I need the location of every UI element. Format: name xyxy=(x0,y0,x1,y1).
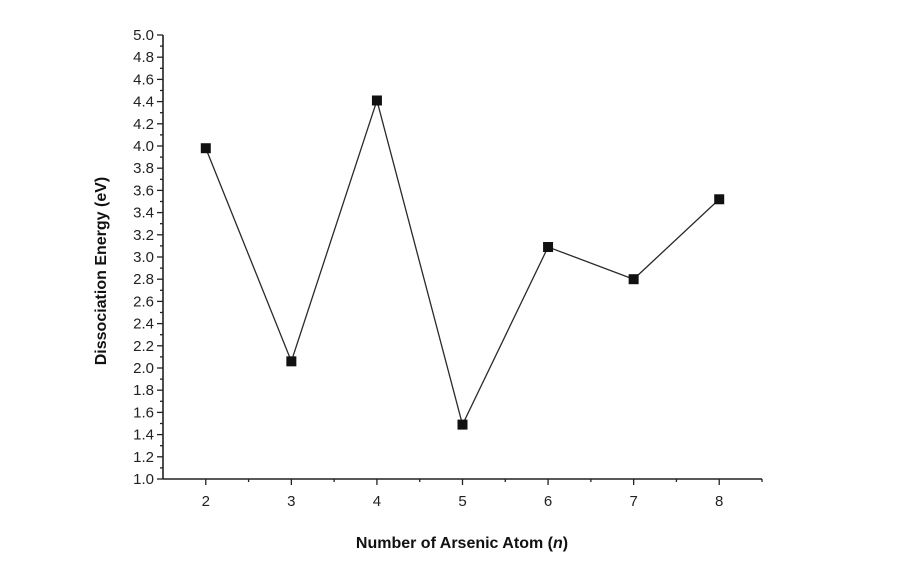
y-tick-label: 2.2 xyxy=(133,338,154,355)
data-point xyxy=(457,419,468,430)
y-tick-label: 3.6 xyxy=(133,182,154,199)
y-tick-label: 2.4 xyxy=(133,316,154,333)
y-tick-label: 5.0 xyxy=(133,27,154,44)
y-tick-label: 4.8 xyxy=(133,49,154,66)
x-tick-label: 6 xyxy=(544,493,552,510)
x-tick-label: 5 xyxy=(458,493,466,510)
x-tick-label: 4 xyxy=(373,493,381,510)
plot-area: 1.0 1.2 1.4 1.6 1.8 2.0 2.2 2.4 2.6 2.8 3.0 3.2 3.4 3… xyxy=(133,27,763,510)
x-tick-label: 2 xyxy=(202,493,210,510)
data-point xyxy=(371,95,382,106)
x-tick-label: 3 xyxy=(287,493,295,510)
data-point xyxy=(200,143,211,154)
y-tick-label: 3.4 xyxy=(133,205,154,222)
y-tick-label: 3.2 xyxy=(133,227,154,244)
y-tick-label: 1.4 xyxy=(133,427,154,444)
y-tick-label: 3.0 xyxy=(133,249,154,266)
y-tick-label: 4.4 xyxy=(133,94,154,111)
y-tick-label: 3.8 xyxy=(133,160,154,177)
y-axis-title: Dissociation Energy (eV) xyxy=(93,177,110,366)
y-tick-label: 4.6 xyxy=(133,71,154,88)
y-tick-label: 2.6 xyxy=(133,293,154,310)
x-axis-title: Number of Arsenic Atom (n) xyxy=(356,535,568,552)
y-tick-label: 4.2 xyxy=(133,116,154,133)
data-point xyxy=(543,242,554,253)
data-point xyxy=(628,274,639,285)
y-tick-label: 1.2 xyxy=(133,449,154,466)
y-tick-label: 1.6 xyxy=(133,404,154,421)
y-tick-label: 1.0 xyxy=(133,471,154,488)
y-tick-label: 2.8 xyxy=(133,271,154,288)
x-tick-label: 8 xyxy=(715,493,723,510)
y-tick-label: 2.0 xyxy=(133,360,154,377)
data-point xyxy=(286,356,297,367)
series-line xyxy=(205,98,720,427)
data-point xyxy=(714,194,725,205)
y-tick-label: 1.8 xyxy=(133,382,154,399)
x-tick-label: 7 xyxy=(629,493,637,510)
y-tick-label: 4.0 xyxy=(133,138,154,155)
